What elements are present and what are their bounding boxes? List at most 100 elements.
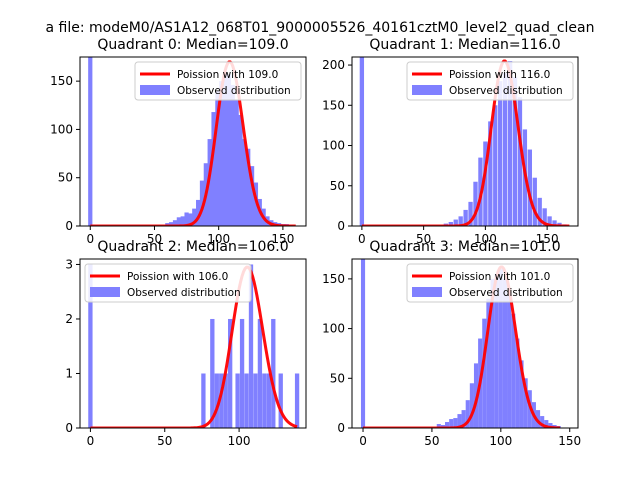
histogram-bar	[552, 220, 557, 226]
histogram-bar	[488, 121, 493, 226]
quadrant-3-title: Quadrant 3: Median=101.0	[369, 239, 560, 255]
quadrant-1-plot-area	[359, 57, 570, 226]
histogram-bar	[88, 264, 93, 428]
legend-bar-label: Observed distribution	[127, 287, 241, 299]
histogram-bar	[517, 97, 523, 226]
x-tick-label: 100	[489, 434, 512, 448]
histogram-bar	[547, 216, 552, 226]
legend: Poission with 109.0 Observed distribution	[134, 61, 302, 101]
histogram-bar	[527, 149, 532, 226]
quadrant-0-plot-area	[88, 57, 296, 226]
quadrant-3-chart: 0 50 100 150 0 50 100 150 Quadrant 3: Median=101…	[322, 239, 581, 448]
y-tick-label: 50	[330, 371, 345, 385]
histogram-bar	[226, 74, 232, 226]
histogram-bar	[457, 414, 462, 428]
x-tick-label: 150	[271, 232, 294, 246]
histogram-bar	[244, 373, 249, 428]
figure-suptitle: a file: modeM0/AS1A12_068T01_9000005526_…	[46, 20, 595, 36]
histogram-bar	[235, 373, 240, 428]
histogram-bar	[199, 180, 205, 226]
histogram-bar	[88, 57, 93, 226]
poisson-curve	[90, 60, 296, 226]
histogram-bar	[535, 410, 541, 428]
histogram-bar	[188, 213, 193, 226]
histogram-bar	[473, 181, 478, 226]
y-tick-label: 0	[337, 219, 345, 233]
histogram-bar	[486, 298, 491, 428]
quadrant-0-chart: 0 50 100 150 0 50 100 150 Quadrant 0: Median=109…	[50, 37, 307, 246]
histogram-bar	[511, 313, 516, 428]
y-tick-label: 50	[330, 179, 345, 193]
axes-frame	[79, 56, 307, 227]
y-tick-label: 3	[65, 257, 73, 271]
histogram-bar	[540, 416, 545, 428]
legend-bar-label: Observed distribution	[449, 287, 563, 299]
histogram-bar	[248, 264, 254, 428]
legend-line-label: Poission with 109.0	[177, 69, 278, 81]
quadrant-1-title: Quadrant 1: Median=116.0	[369, 37, 560, 53]
legend: Poission with 106.0 Observed distribution	[84, 263, 252, 303]
axes-frame	[351, 258, 579, 429]
poisson-curve	[361, 59, 570, 226]
quadrant-1-chart: 0 50 100 150 0 50 100 150 200 Quadrant 1: Median=…	[322, 37, 579, 246]
histogram-bar	[493, 105, 498, 226]
histogram-bar	[468, 201, 473, 226]
histogram-bar	[469, 383, 474, 428]
histogram-bar	[262, 373, 267, 428]
histogram-bar	[482, 318, 487, 428]
histogram-bar	[360, 259, 366, 428]
x-tick-label: 50	[147, 232, 162, 246]
x-tick-label: 0	[358, 232, 366, 246]
histogram-bar	[246, 148, 251, 226]
y-tick-label: 100	[50, 122, 73, 136]
legend: Poission with 101.0 Observed distribution	[406, 263, 574, 303]
histogram-bar	[196, 199, 201, 226]
legend-bar-label: Observed distribution	[449, 85, 563, 97]
histogram-bar	[548, 423, 553, 428]
x-tick-label: 0	[87, 434, 95, 448]
histogram-bar	[238, 114, 243, 226]
histogram-bar	[465, 400, 470, 428]
x-tick-label: 150	[536, 232, 559, 246]
histogram-bar	[453, 219, 458, 226]
histogram-bar	[172, 220, 178, 226]
histogram-bar	[180, 216, 185, 226]
histogram-bar	[436, 424, 441, 428]
x-tick-label: 0	[359, 434, 367, 448]
histogram-bar	[519, 360, 524, 428]
histogram-bar	[494, 273, 499, 428]
histogram-bar	[461, 410, 466, 428]
quadrant-2-title: Quadrant 2: Median=106.0	[97, 239, 288, 255]
quadrant-3-plot-area	[360, 259, 561, 428]
poisson-curve	[362, 265, 561, 428]
legend-box	[134, 61, 302, 101]
quadrant-2-chart: 0 50 100 0 1 2 3 Quadrant 2: Median=106.0 Poissi…	[65, 239, 307, 448]
x-tick-label: 100	[474, 232, 497, 246]
histogram-bar	[532, 177, 537, 226]
x-tick-label: 0	[86, 232, 94, 246]
y-tick-label: 100	[322, 139, 345, 153]
histogram-bar	[192, 208, 197, 226]
histogram-bar	[223, 373, 228, 428]
x-tick-label: 100	[207, 232, 230, 246]
histogram-bar	[507, 61, 513, 226]
histogram-bar	[537, 197, 542, 226]
histogram-bar	[498, 268, 503, 428]
histogram-bar	[214, 373, 219, 428]
histogram-bar	[239, 318, 245, 428]
x-tick-label: 150	[558, 434, 581, 448]
y-tick-label: 50	[58, 171, 73, 185]
histogram-bar	[266, 373, 271, 428]
legend-line-label: Poission with 116.0	[449, 69, 550, 81]
histogram-bar	[483, 141, 488, 226]
histogram-bar	[490, 278, 495, 428]
quadrant-2-plot-area	[88, 264, 300, 428]
x-tick-label: 50	[157, 434, 172, 448]
histogram-bar	[249, 166, 255, 226]
histogram-bar	[445, 422, 450, 428]
histogram-bar	[242, 139, 247, 226]
y-tick-label: 0	[65, 421, 73, 435]
histogram-bar	[210, 318, 215, 428]
legend-line-label: Poission with 101.0	[449, 271, 550, 283]
